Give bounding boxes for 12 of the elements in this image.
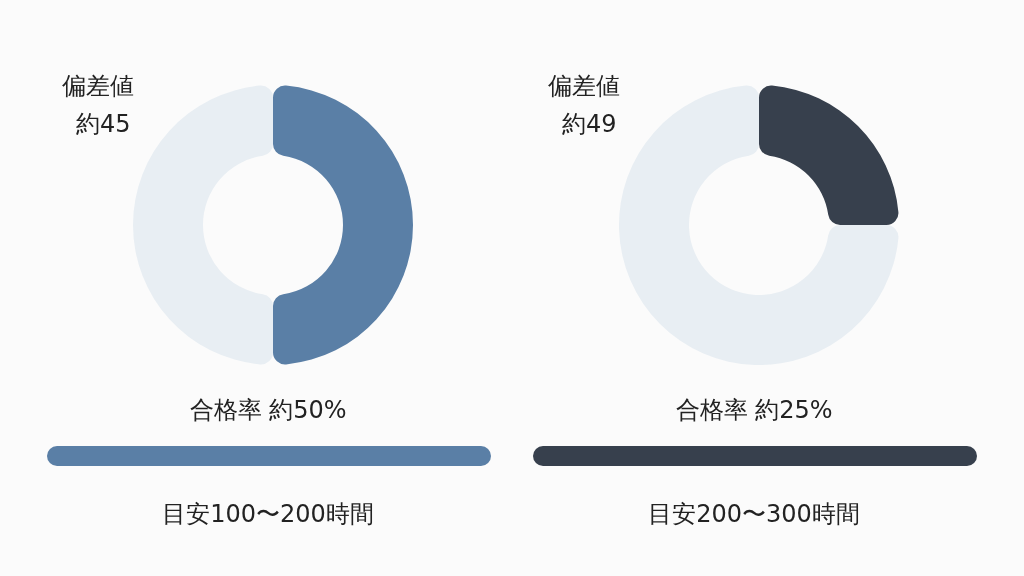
text: 約45 [76,109,131,140]
donut-slice [273,85,413,365]
text: 約49 [562,109,617,140]
text: 合格率 約25% [674,395,834,426]
donut-slice [133,85,273,365]
text: 偏差値 [62,71,134,102]
text: 偏差値 [548,71,620,102]
donut-slice [759,85,899,225]
text: 合格率 約50% [188,395,348,426]
donut-slice [619,85,899,365]
text: 目安200〜300時間 [647,499,861,530]
text: 目安100〜200時間 [161,499,375,530]
